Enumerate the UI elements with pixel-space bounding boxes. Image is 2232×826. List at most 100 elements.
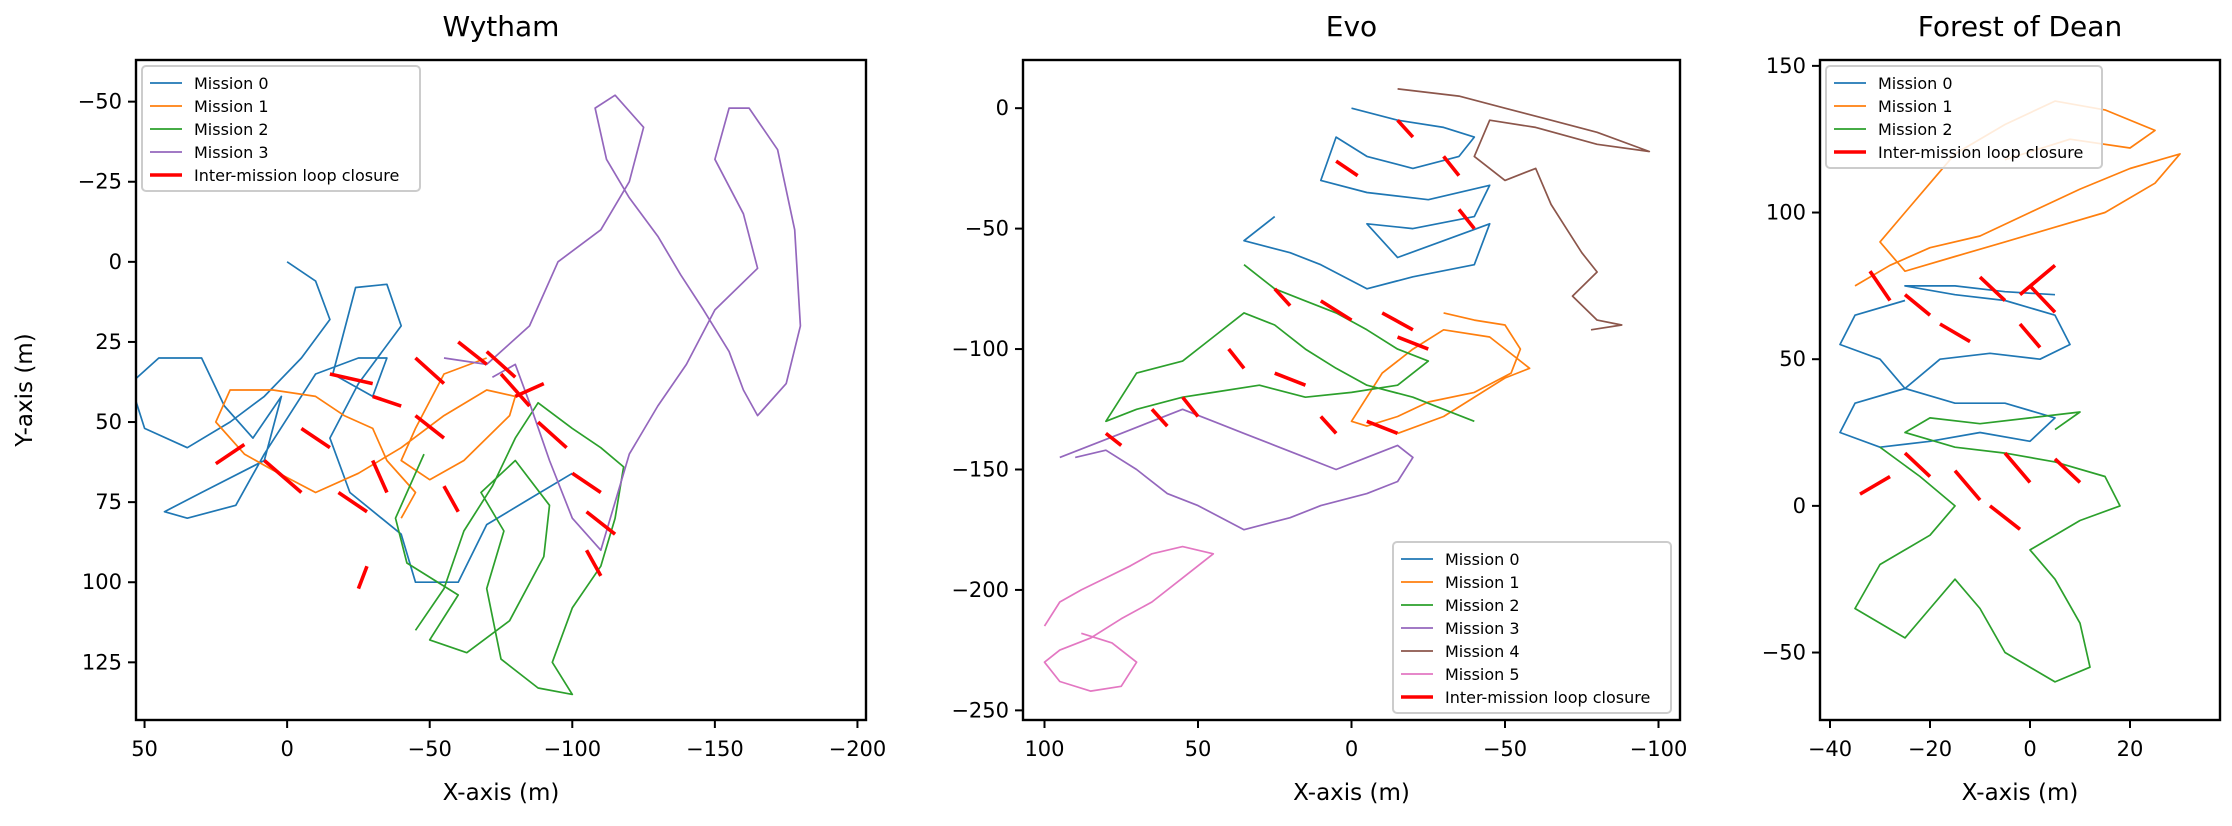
plot-area (1839, 100, 2181, 683)
legend-label: Mission 1 (1878, 97, 1953, 116)
loop-closure-segment (457, 340, 488, 366)
loop-closure-segment (1939, 322, 1971, 344)
legend-box (1392, 541, 1672, 714)
loop-closure-segment (442, 485, 460, 513)
loop-closure-segment (1181, 396, 1200, 418)
loop-closure-segment (1859, 474, 1891, 496)
y-tick-label: −50 (1762, 641, 1806, 665)
y-tick-label: 50 (1779, 347, 1806, 371)
loop-closure-segment (1953, 469, 1982, 502)
series-line-mission-2 (1854, 411, 2121, 683)
loop-closure-segment (371, 459, 389, 494)
series-line-mission-1 (214, 357, 517, 519)
y-tick-label: 50 (95, 410, 122, 434)
x-tick-label: 0 (280, 737, 293, 761)
loop-closure-segment (1319, 415, 1338, 435)
series-line-mission-3 (443, 94, 802, 552)
loop-closure-segment (414, 356, 446, 385)
legend: Mission 0 Mission 1 Mission 2 Mission 3 Inte… (141, 65, 421, 192)
series-line-mission-2 (394, 401, 625, 696)
legend-label: Inter-mission loop closure (1445, 688, 1650, 707)
loop-closure-segment (1104, 431, 1123, 447)
y-tick-label: −250 (951, 698, 1009, 722)
x-axis-label: X-axis (m) (1293, 780, 1410, 806)
legend: Mission 0 Mission 1 Mission 2 Mission 3 Miss… (1392, 541, 1672, 714)
x-tick-label: 0 (2023, 737, 2036, 761)
series-line-mission-5 (1043, 545, 1215, 692)
loop-closure-segment (2018, 263, 2057, 297)
y-tick-label: −200 (951, 578, 1009, 602)
panel-forest-of-dean: −40 −20 0 20 150 100 50 0 −50 Forest of Dean X-axi… (1762, 10, 2222, 806)
y-tick-label: 75 (95, 490, 122, 514)
legend-label: Mission 1 (194, 97, 269, 116)
y-tick-label: 125 (82, 650, 122, 674)
legend-label: Inter-mission loop closure (1878, 143, 2083, 162)
x-tick-label: −100 (1630, 737, 1688, 761)
loop-closure-segment (1274, 371, 1307, 387)
y-tick-label: −25 (78, 170, 122, 194)
y-tick-label: −100 (951, 337, 1009, 361)
legend-label: Mission 0 (194, 74, 269, 93)
chart-title: Evo (1326, 10, 1377, 43)
loop-closure-segment (1868, 270, 1892, 302)
loop-closure-segment (1366, 419, 1399, 436)
x-tick-label: −150 (686, 737, 744, 761)
axes-frame (1818, 58, 2222, 722)
x-tick-label: 100 (1024, 737, 1064, 761)
loop-closure-segment (485, 350, 517, 379)
axes-frame (134, 58, 868, 722)
loop-closure-segment (337, 491, 368, 514)
chart-title: Wytham (443, 10, 560, 43)
loop-closure-segment (536, 420, 568, 450)
series-line-mission-0 (1243, 107, 1491, 290)
legend-label: Mission 2 (1445, 596, 1520, 615)
y-tick-label: 100 (1766, 201, 1806, 225)
legend-box (141, 65, 421, 192)
legend-label: Inter-mission loop closure (194, 166, 399, 185)
y-tick-label: 0 (996, 96, 1009, 120)
plot-area (136, 94, 802, 696)
y-tick-label: 100 (82, 570, 122, 594)
legend-label: Mission 0 (1445, 550, 1520, 569)
plot-area (1043, 88, 1651, 692)
loop-closure-segment (499, 372, 531, 408)
loop-closure-segment (584, 549, 603, 577)
panel-evo: 100 50 0 −50 −100 0 −50 −100 −150 −200 −250 Evo X-ax… (951, 10, 1687, 806)
series-line-mission-3 (1059, 408, 1414, 531)
loop-closure-segment (1150, 408, 1169, 428)
x-tick-label: 50 (131, 737, 158, 761)
loop-closure-segment (1988, 504, 2022, 531)
loop-closure-segment (414, 414, 446, 440)
series-line-mission-4 (1397, 88, 1651, 331)
legend-label: Mission 3 (194, 143, 269, 162)
legend-label: Mission 5 (1445, 665, 1520, 684)
loop-closure-segment (514, 381, 545, 399)
loop-closure-segment (2003, 451, 2032, 484)
series-line-mission-2 (1105, 264, 1475, 423)
loop-closure-segment (2053, 457, 2082, 484)
x-tick-label: −50 (408, 737, 452, 761)
loop-closure-segment (1903, 293, 1932, 317)
legend-label: Mission 3 (1445, 619, 1520, 638)
loop-closure-segment (372, 394, 402, 408)
x-tick-label: −100 (543, 737, 601, 761)
loop-closure-segment (571, 471, 602, 495)
loop-closure-segment (1442, 155, 1461, 177)
legend-label: Mission 4 (1445, 642, 1520, 661)
legend-label: Mission 2 (194, 120, 269, 139)
x-axis-label: X-axis (m) (1962, 780, 2079, 806)
series-line-mission-0 (1839, 285, 2071, 449)
loop-closure-segment (1457, 208, 1476, 230)
x-tick-label: −50 (1483, 737, 1527, 761)
series-line-mission-1 (1854, 100, 2181, 287)
loop-closure-segment (1319, 299, 1353, 322)
chart-title: Forest of Dean (1918, 10, 2122, 43)
y-tick-label: 25 (95, 330, 122, 354)
loop-closure-segment (1381, 311, 1414, 332)
loop-closure-segment (2018, 322, 2042, 349)
loop-closure-segment (329, 372, 374, 386)
loop-closure-segment (214, 442, 246, 466)
legend-label: Mission 2 (1878, 120, 1953, 139)
y-tick-label: 150 (1766, 54, 1806, 78)
loop-closure-segment (1903, 451, 1932, 478)
